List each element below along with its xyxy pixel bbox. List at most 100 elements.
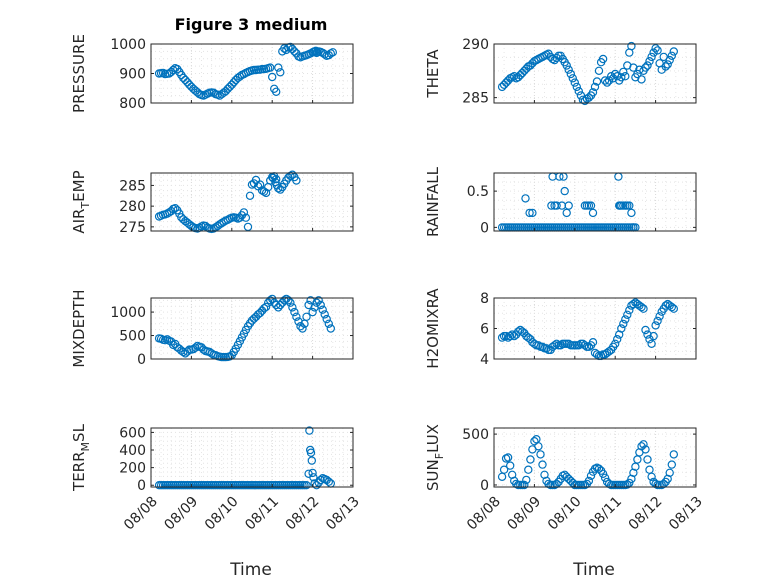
data-point xyxy=(521,194,530,203)
data-point xyxy=(627,41,636,51)
data-point xyxy=(665,468,674,477)
data-point xyxy=(313,48,322,57)
y-axis-label: SUNFLUX xyxy=(424,424,446,491)
data-point xyxy=(580,341,590,350)
data-point xyxy=(328,48,337,57)
data-point xyxy=(550,341,559,350)
data-point xyxy=(520,480,529,490)
x-tick-label: 08/11 xyxy=(242,494,282,534)
data-point xyxy=(566,69,576,79)
data-point xyxy=(274,63,283,72)
data-point xyxy=(649,331,658,341)
x-axis-label-left: Time xyxy=(229,560,272,580)
data-point xyxy=(272,87,281,97)
data-point xyxy=(286,298,295,307)
data-point xyxy=(667,302,677,312)
subplot-sun-f-lux: 0 500 08/08 08/09 08/10 08/11 08/12 08/13 SUNFLU… xyxy=(424,424,706,533)
data-point xyxy=(562,61,571,70)
data-point xyxy=(562,208,571,218)
data-point xyxy=(617,324,626,333)
data-point xyxy=(594,66,604,76)
data-point xyxy=(191,343,200,352)
data-point xyxy=(305,426,314,435)
data-point xyxy=(309,473,318,482)
y-axis-label: RAINFALL xyxy=(424,166,442,237)
x-axis-label-right: Time xyxy=(572,560,615,580)
subplot-pressure: 800 900 1000 PRESSURE xyxy=(70,34,354,113)
data-point xyxy=(621,315,630,324)
data-point xyxy=(235,213,245,222)
data-point xyxy=(604,76,614,85)
data-point xyxy=(292,176,301,185)
data-point xyxy=(570,78,580,87)
y-tick-label: 800 xyxy=(119,96,146,112)
data-point xyxy=(602,78,612,87)
data-point xyxy=(600,76,610,85)
y-tick-label: 285 xyxy=(119,178,146,194)
data-point xyxy=(641,63,650,72)
data-point xyxy=(655,312,664,321)
x-tick-label: 08/11 xyxy=(585,494,625,534)
data-point xyxy=(322,314,331,324)
data-point xyxy=(586,201,596,210)
axes-box xyxy=(150,427,354,488)
data-point xyxy=(312,298,321,307)
data-point xyxy=(506,461,515,470)
y-tick-label: 4 xyxy=(480,352,489,368)
y-tick-label: 285 xyxy=(462,91,489,107)
scatter-series xyxy=(154,294,335,362)
data-point xyxy=(497,333,507,342)
data-point xyxy=(501,331,511,341)
y-tick-label: 0 xyxy=(480,220,489,236)
data-point xyxy=(663,60,672,69)
data-point xyxy=(261,188,271,198)
data-point xyxy=(651,321,660,330)
y-axis-label: H2OMIXRA xyxy=(424,288,442,369)
data-point xyxy=(209,224,218,233)
data-point xyxy=(568,74,578,83)
subplot-rainfall: 0 0.5 RAINFALL xyxy=(424,166,697,237)
data-point xyxy=(526,455,535,464)
data-point xyxy=(572,82,582,92)
subplot-theta: 285 290 THETA xyxy=(424,37,697,107)
data-point xyxy=(538,460,547,469)
data-point xyxy=(637,302,646,312)
data-point xyxy=(564,339,573,348)
data-point xyxy=(288,303,297,312)
data-point xyxy=(276,185,285,194)
x-tick-label: 08/13 xyxy=(666,494,706,534)
data-point xyxy=(627,208,636,218)
data-point xyxy=(288,170,297,179)
data-point xyxy=(637,75,646,84)
x-tick-label: 08/12 xyxy=(283,494,323,534)
data-point xyxy=(506,331,515,341)
figure-title: Figure 3 medium xyxy=(175,15,328,34)
data-point xyxy=(600,473,610,482)
data-point xyxy=(556,341,565,350)
scatter-series xyxy=(154,426,335,490)
data-point xyxy=(181,75,190,85)
axes-box xyxy=(150,297,354,360)
data-point xyxy=(574,341,584,350)
data-point xyxy=(619,67,628,77)
data-point xyxy=(307,456,316,465)
data-point xyxy=(318,305,327,314)
data-point xyxy=(534,442,543,451)
data-point xyxy=(286,171,295,181)
data-point xyxy=(266,63,275,72)
data-point xyxy=(552,53,561,63)
data-point xyxy=(524,465,533,474)
axes-box xyxy=(493,427,697,488)
data-point xyxy=(586,471,596,480)
y-tick-label: 900 xyxy=(119,67,146,83)
data-point xyxy=(255,180,265,189)
data-point xyxy=(629,299,638,309)
data-point xyxy=(623,310,632,319)
data-point xyxy=(274,184,283,193)
data-point xyxy=(308,468,317,478)
scatter-series xyxy=(154,42,337,100)
data-point xyxy=(272,174,281,184)
x-tick-label: 08/12 xyxy=(626,494,666,534)
data-point xyxy=(590,82,600,92)
y-tick-label: 0 xyxy=(137,352,146,368)
